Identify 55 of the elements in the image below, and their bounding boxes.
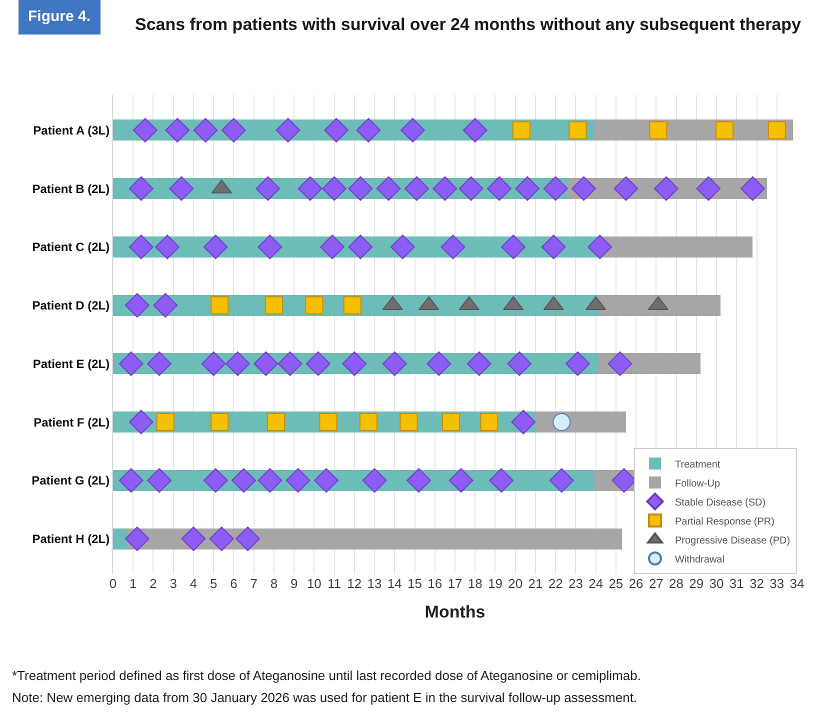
legend-label: Partial Response (PR) [675,516,774,528]
legend-label: Stable Disease (SD) [675,497,766,508]
legend-label: Progressive Disease (PD) [675,535,790,546]
x-tick-label: 25 [608,576,624,591]
x-tick-label: 30 [709,576,724,591]
x-tick-label: 14 [387,576,402,591]
x-tick-label: 13 [367,576,382,591]
x-tick-label: 8 [270,576,278,591]
legend-label: Follow-Up [675,478,720,490]
x-axis-title: Months [424,602,486,622]
x-tick-label: 26 [628,576,644,591]
x-tick-label: 1 [130,576,137,591]
text: Note: New emerging data from 30 January 2026 was used for patient E in the survival follow-up assessment. [12,690,638,705]
y-tick-label: Patient E (2L) [32,356,110,371]
text: *Treatment period defined as first dose of Ateganosine until last recorded dose of Ateganosine or cemiplimab. [12,668,641,683]
x-tick-label: 12 [347,576,362,591]
y-tick-label: Patient C (2L) [32,240,110,254]
x-tick-label: 4 [190,576,198,591]
x-tick-label: 6 [230,576,238,591]
x-tick-label: 23 [568,576,583,591]
x-tick-label: 18 [468,576,482,591]
x-tick-label: 0 [109,576,117,591]
legend-label: Withdrawal [675,554,724,566]
y-tick-label: Patient A (3L) [33,123,110,138]
x-tick-label: 2 [150,576,157,591]
legend-label: Treatment [675,459,720,470]
caption: Figure 4. [28,8,91,25]
x-tick-label: 10 [306,576,322,591]
x-tick-label: 20 [508,576,523,591]
y-tick-label: Patient D (2L) [32,298,110,313]
x-tick-label: 19 [488,576,502,591]
x-tick-label: 22 [548,576,563,591]
x-tick-label: 29 [689,576,704,591]
y-tick-label: Patient G (2L) [32,474,110,488]
x-tick-label: 33 [770,576,784,591]
x-tick-label: 17 [448,576,462,591]
x-tick-label: 21 [528,576,543,591]
x-tick-label: 15 [408,576,422,591]
x-tick-label: 24 [588,576,604,591]
chart-title: Scans from patients with survival over 24 months without any subsequent therapy [135,14,802,34]
x-tick-label: 32 [750,576,764,591]
y-tick-label: Patient B (2L) [32,182,110,196]
x-tick-label: 27 [648,576,664,591]
x-tick-label: 34 [790,576,804,591]
x-tick-label: 9 [290,576,298,591]
x-tick-label: 28 [669,576,684,591]
x-tick-label: 11 [328,576,342,591]
x-tick-label: 31 [729,576,744,591]
y-tick-label: Patient F (2L) [34,415,110,430]
y-tick-label: Patient H (2L) [32,532,110,546]
x-tick-label: 7 [250,576,258,591]
bar [598,294,721,316]
x-tick-label: 5 [210,576,218,591]
x-tick-label: 16 [428,576,442,591]
x-tick-label: 3 [170,576,177,591]
